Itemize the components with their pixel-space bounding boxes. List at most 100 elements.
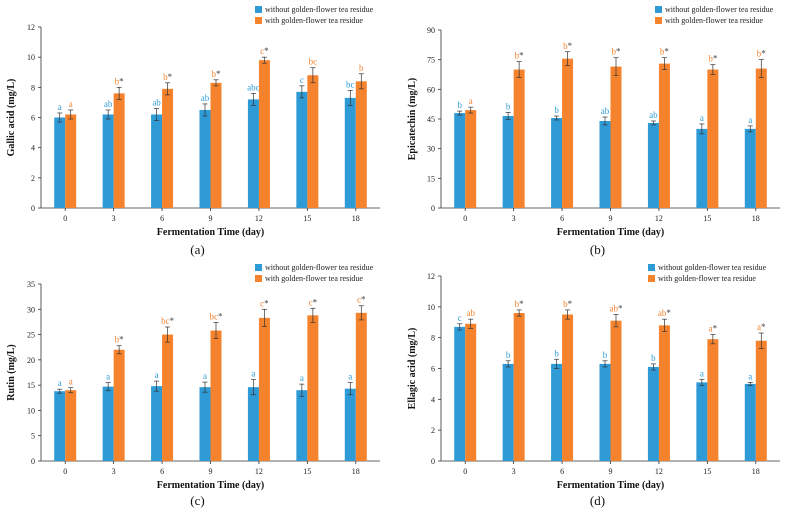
bar — [199, 387, 211, 461]
bar — [296, 91, 308, 208]
x-tick-label: 15 — [703, 467, 711, 476]
significance-label: b — [651, 353, 656, 363]
y-tick-label: 35 — [27, 280, 35, 289]
bar — [599, 120, 611, 208]
x-tick-label: 6 — [560, 214, 564, 223]
bar — [296, 390, 308, 461]
bar — [454, 326, 466, 461]
significance-label: a — [106, 372, 110, 382]
bar — [502, 363, 514, 461]
bar — [210, 82, 222, 208]
x-tick-label: 0 — [63, 214, 67, 223]
x-tick-label: 18 — [352, 214, 360, 223]
bar — [258, 60, 270, 208]
bar — [658, 325, 670, 461]
significance-label: b — [506, 350, 511, 360]
significance-label: a — [155, 370, 159, 380]
significance-label: a — [58, 378, 62, 388]
bar — [610, 66, 622, 208]
x-tick-label: 15 — [303, 214, 311, 223]
legend-swatch — [255, 264, 262, 271]
bar — [162, 88, 174, 208]
significance-label: ab — [649, 110, 658, 120]
significance-label: b* — [612, 47, 622, 57]
bar — [755, 340, 767, 461]
x-tick-label: 3 — [112, 467, 116, 476]
significance-star: * — [119, 335, 124, 345]
bar — [113, 349, 125, 461]
significance-label: b — [457, 100, 462, 110]
bar — [454, 113, 466, 208]
y-tick-label: 0 — [431, 457, 435, 466]
x-tick-label: 6 — [160, 467, 164, 476]
legend-label: without golden-flower tea residue — [665, 5, 774, 14]
significance-label: abc — [247, 82, 260, 92]
significance-star: * — [264, 46, 269, 56]
significance-label: bc — [309, 57, 318, 67]
legend-swatch — [648, 264, 655, 271]
significance-label: c* — [260, 298, 269, 308]
x-tick-label: 0 — [63, 467, 67, 476]
y-tick-label: 0 — [31, 204, 35, 213]
significance-star: * — [218, 311, 223, 321]
x-tick-label: 0 — [463, 214, 467, 223]
bar — [744, 128, 756, 208]
y-tick-label: 6 — [31, 114, 35, 123]
significance-star: * — [761, 49, 766, 59]
significance-label: a* — [757, 322, 766, 332]
y-axis-title: Rutin (mg/L) — [6, 344, 17, 400]
bar — [151, 114, 163, 208]
significance-label: b* — [163, 72, 173, 82]
x-tick-label: 12 — [255, 214, 263, 223]
significance-star: * — [616, 47, 621, 57]
significance-star: * — [713, 54, 718, 64]
y-tick-label: 30 — [27, 305, 35, 314]
x-axis-title: Fermentation Time (day) — [557, 227, 664, 238]
bar — [344, 97, 356, 208]
significance-label: b — [603, 350, 608, 360]
x-axis-title: Fermentation Time (day) — [157, 227, 264, 238]
bar — [113, 93, 125, 208]
bar — [307, 75, 319, 209]
y-axis-title: Epicatechin (mg/L) — [407, 78, 418, 161]
bar — [355, 312, 367, 461]
bar — [247, 387, 259, 461]
significance-label: a* — [709, 324, 718, 334]
bar — [102, 114, 114, 208]
bar — [755, 68, 767, 208]
bar — [551, 363, 563, 461]
significance-label: a — [469, 96, 473, 106]
x-tick-label: 9 — [209, 214, 213, 223]
significance-label: a — [700, 113, 704, 123]
legend-swatch — [255, 275, 262, 282]
bar — [610, 320, 622, 461]
y-tick-label: 90 — [427, 26, 435, 35]
significance-label: ab* — [610, 304, 624, 314]
y-tick-label: 75 — [427, 56, 435, 65]
y-tick-label: 20 — [27, 356, 35, 365]
significance-label: b — [554, 348, 559, 358]
x-tick-label: 18 — [752, 467, 760, 476]
bar — [707, 69, 719, 208]
significance-label: bc — [346, 79, 355, 89]
x-tick-label: 3 — [512, 214, 516, 223]
significance-star: * — [713, 324, 718, 334]
significance-star: * — [519, 51, 524, 61]
legend-swatch — [255, 6, 262, 13]
y-tick-label: 5 — [31, 432, 35, 441]
significance-label: b* — [563, 299, 573, 309]
bar — [162, 334, 174, 461]
significance-star: * — [519, 299, 524, 309]
legend-swatch — [655, 6, 662, 13]
significance-star: * — [313, 297, 318, 307]
legend-label: with golden-flower tea residue — [665, 16, 763, 25]
bar — [65, 114, 77, 208]
significance-label: a — [348, 372, 352, 382]
bar — [210, 330, 222, 461]
significance-label: c* — [357, 295, 366, 305]
bar — [562, 58, 574, 208]
legend-label: without golden-flower tea residue — [658, 263, 767, 272]
x-tick-label: 0 — [463, 467, 467, 476]
significance-label: b — [506, 101, 511, 111]
significance-label: bc* — [210, 311, 224, 321]
